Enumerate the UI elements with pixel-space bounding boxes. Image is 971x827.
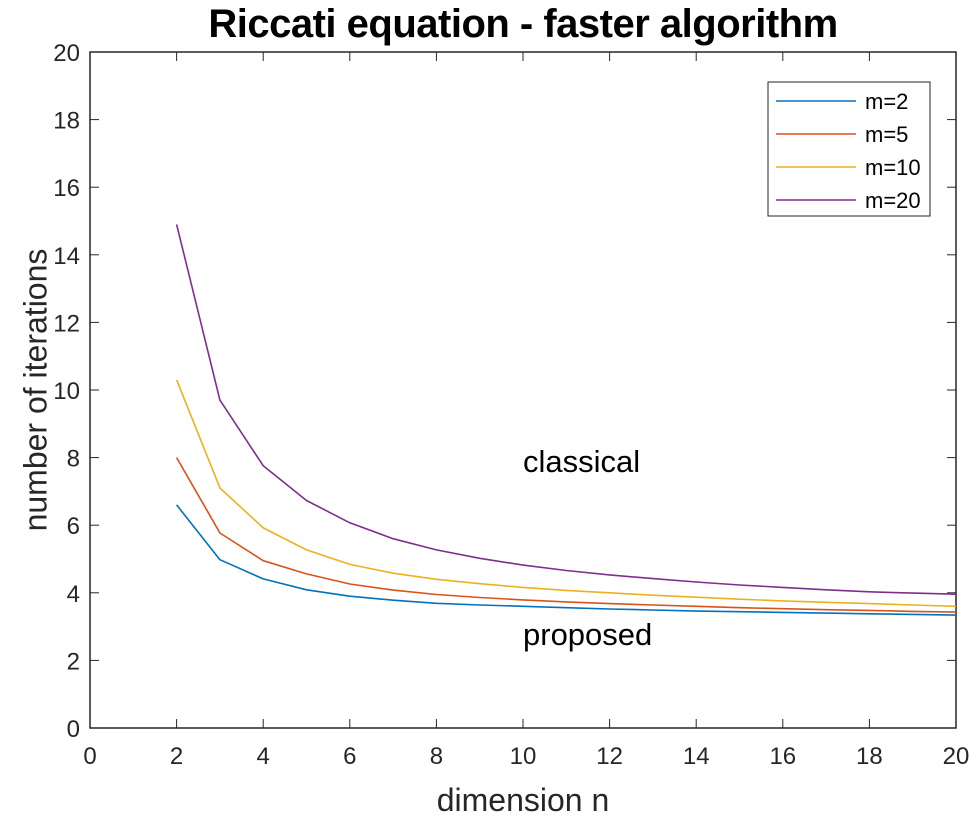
- series-line-m-10: [175, 379, 957, 608]
- x-tick-label: 0: [83, 743, 96, 770]
- legend-label: m=20: [865, 188, 921, 213]
- legend: m=2 m=5 m=10 m=20: [767, 81, 931, 217]
- annotation-classical: classical: [523, 444, 641, 480]
- y-axis-label: number of iterations: [17, 248, 54, 532]
- y-tick-label: 2: [67, 648, 80, 675]
- x-tick-label: 16: [769, 743, 796, 770]
- y-tick-label: 18: [53, 108, 80, 135]
- y-tick-label: 12: [53, 310, 80, 337]
- legend-label: m=2: [865, 89, 908, 114]
- legend-label: m=5: [865, 122, 908, 147]
- annotation-proposed: proposed: [523, 616, 653, 652]
- y-tick-label: 20: [53, 40, 80, 67]
- chart-title: Riccati equation - faster algorithm: [208, 2, 838, 46]
- x-tick-label: 14: [683, 743, 710, 770]
- y-tick-label: 10: [53, 378, 80, 405]
- y-tick-label: 14: [53, 243, 80, 270]
- data-series: [175, 224, 957, 616]
- y-tick-label: 4: [67, 581, 80, 608]
- y-tick-label: 8: [67, 446, 80, 473]
- series-line-m-20: [175, 224, 957, 595]
- x-axis-label: dimension n: [436, 782, 610, 818]
- y-tick-label: 16: [53, 175, 80, 202]
- x-tick-label: 10: [510, 743, 537, 770]
- y-tick-label: 6: [67, 513, 80, 540]
- x-tick-label: 8: [430, 743, 443, 770]
- x-tick-label: 4: [257, 743, 270, 770]
- x-tick-label: 2: [170, 743, 183, 770]
- x-tick-label: 18: [856, 743, 883, 770]
- x-tick-label: 12: [596, 743, 623, 770]
- legend-box: [767, 81, 931, 217]
- x-tick-label: 20: [943, 743, 970, 770]
- legend-label: m=10: [865, 155, 921, 180]
- y-tick-label: 0: [67, 716, 80, 743]
- series-line-m-2: [175, 504, 957, 616]
- x-tick-label: 6: [343, 743, 356, 770]
- series-line-m-5: [175, 457, 957, 613]
